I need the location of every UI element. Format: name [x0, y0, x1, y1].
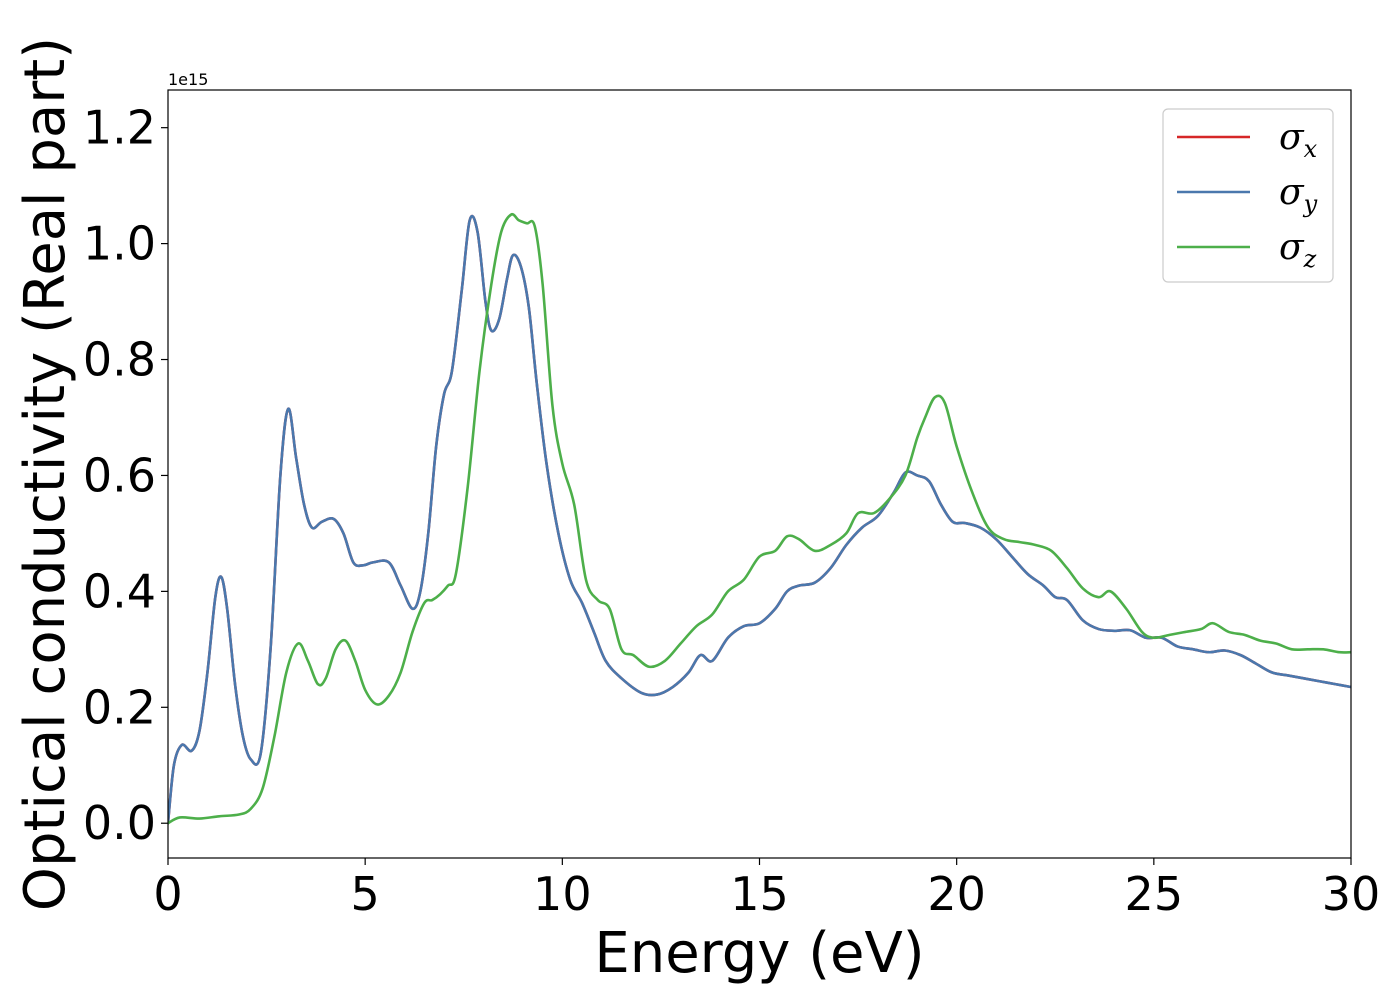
y-axis-title: Optical conductivity (Real part) — [13, 37, 78, 911]
legend-label-subscript: x — [1304, 135, 1318, 163]
y-offset-label: 1e15 — [168, 70, 208, 89]
legend-label-symbol: σ — [1279, 227, 1305, 268]
legend-item-sigma-z: σz — [1177, 227, 1317, 273]
legend-item-sigma-x: σx — [1177, 117, 1318, 163]
legend-box — [1162, 108, 1334, 283]
x-tick-label: 0 — [153, 867, 182, 921]
y-tick-label: 1.2 — [83, 101, 156, 155]
legend-label: σy — [1279, 172, 1318, 218]
x-tick-label: 20 — [927, 867, 986, 921]
legend-label-symbol: σ — [1279, 117, 1305, 158]
series-line-sigma-x — [168, 214, 1351, 825]
legend-label: σx — [1279, 117, 1318, 163]
x-tick-label: 10 — [533, 867, 592, 921]
x-tick-label: 25 — [1125, 867, 1184, 921]
y-tick-label: 0.2 — [83, 680, 156, 734]
legend-item-sigma-y: σy — [1177, 172, 1318, 218]
legend-label-subscript: z — [1303, 245, 1317, 273]
series-layer — [168, 212, 1351, 825]
x-tick-label: 5 — [351, 867, 380, 921]
legend-label-symbol: σ — [1279, 172, 1305, 213]
x-tick-label: 30 — [1322, 867, 1381, 921]
y-tick-label: 0.4 — [83, 564, 156, 618]
y-tick-label: 0.8 — [83, 333, 156, 387]
y-tick-label: 0.6 — [83, 448, 156, 502]
x-axis-title: Energy (eV) — [594, 921, 924, 986]
x-axis-ticks: 0 5 10 15 20 25 30 — [153, 858, 1380, 921]
y-tick-label: 0.0 — [83, 796, 156, 850]
x-tick-label: 15 — [730, 867, 789, 921]
legend-label-subscript: y — [1303, 190, 1318, 218]
legend-label: σz — [1279, 227, 1317, 273]
y-axis-ticks: 0.0 0.2 0.4 0.6 0.8 1.0 1.2 — [83, 101, 168, 850]
y-tick-label: 1.0 — [83, 217, 156, 271]
series-line-sigma-y — [168, 214, 1351, 825]
series-line-sigma-z — [168, 212, 1351, 825]
